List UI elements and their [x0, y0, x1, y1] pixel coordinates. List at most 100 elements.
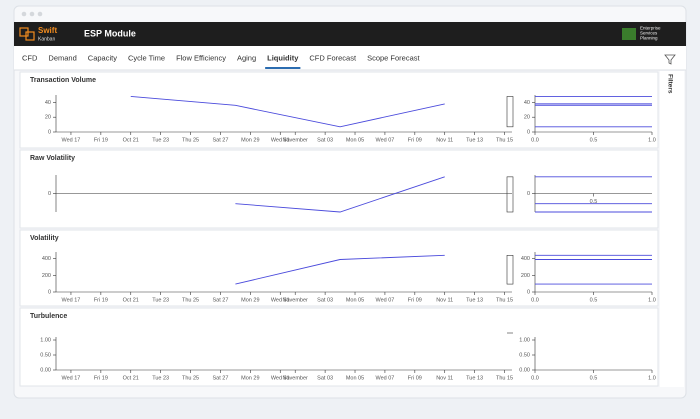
x-tick-label: Nov 11 [436, 297, 453, 303]
brand: Swift [38, 26, 57, 35]
y-tick-label: 0.50 [519, 352, 530, 358]
y-tick-label: 40 [524, 100, 530, 106]
box-plot [506, 96, 514, 128]
x-tick-label: Fri 09 [408, 137, 422, 143]
filter-icon[interactable] [664, 54, 676, 65]
y-tick-label: 200 [42, 273, 51, 279]
tab[interactable]: Scope Forecast [367, 53, 420, 62]
x-tick-label: Sat 27 [213, 297, 229, 303]
x-tick-label: November [283, 297, 309, 303]
module-title: ESP Module [84, 28, 136, 38]
tab[interactable]: CFD [22, 53, 38, 62]
x-tick-label: November [283, 375, 309, 381]
x-tick-label: Tue 23 [152, 297, 169, 303]
y-tick-label: 400 [42, 256, 51, 262]
x-tick-label: Sat 03 [317, 297, 333, 303]
x-tick-label: Thu 15 [496, 375, 513, 381]
y-tick-label: 1.00 [519, 337, 530, 343]
tab[interactable]: CFD Forecast [309, 53, 357, 62]
tab[interactable]: Demand [48, 53, 76, 62]
x-tick-label: Wed 17 [62, 297, 81, 303]
x-tick-label: Fri 09 [408, 297, 422, 303]
x-tick-label: Mon 05 [346, 137, 364, 143]
y-tick-label: 0 [527, 129, 530, 135]
esp-logo-icon [622, 28, 636, 40]
box-plot [506, 176, 514, 213]
x-tick-label: Mon 29 [241, 375, 259, 381]
x-tick-label: Sat 03 [317, 137, 333, 143]
x-tick-label: Thu 15 [496, 137, 513, 143]
esp-logo-line: Enterprise [640, 26, 661, 31]
y-tick-label: 200 [521, 273, 530, 279]
x-tick-label: Thu 25 [182, 137, 199, 143]
y-tick-label: 0 [527, 289, 530, 295]
x-tick-label: Wed 17 [62, 137, 81, 143]
x-tick-label: Tue 23 [152, 375, 169, 381]
x-tick-label: Oct 21 [123, 375, 139, 381]
esp-logo-line: Services [640, 31, 658, 36]
x-tick-label: Tue 13 [466, 375, 483, 381]
x-tick-label: Wed 31 [271, 375, 290, 381]
y-tick-label: 0 [48, 129, 51, 135]
x-tick-label: Mon 29 [241, 137, 259, 143]
x-tick-label: Nov 11 [436, 137, 453, 143]
x-tick-label: Thu 25 [182, 297, 199, 303]
tab[interactable]: Liquidity [267, 53, 299, 62]
window-dot [21, 11, 27, 17]
dist-x-tick-label: 0.0 [531, 297, 539, 303]
y-tick-label: 0 [527, 191, 530, 197]
x-tick-label: Wed 07 [375, 137, 394, 143]
x-tick-label: Wed 31 [271, 297, 290, 303]
tab[interactable]: Flow Efficiency [176, 53, 226, 62]
x-tick-label: Tue 13 [466, 137, 483, 143]
tab[interactable]: Capacity [88, 53, 117, 62]
x-tick-label: Wed 17 [62, 375, 81, 381]
logo-icon [25, 31, 35, 41]
x-tick-label: Thu 25 [182, 375, 199, 381]
x-tick-label: Fri 09 [408, 375, 422, 381]
app-header [14, 22, 686, 46]
brand-sub: Kanban [38, 36, 55, 42]
y-tick-label: 0.50 [40, 352, 51, 358]
panel-title: Volatility [30, 235, 59, 242]
panel [19, 149, 659, 229]
dist-x-tick-label: 1.0 [648, 297, 656, 303]
y-tick-label: 40 [45, 100, 51, 106]
y-tick-label: 20 [45, 115, 51, 121]
dist-x-tick-label: 1.0 [648, 137, 656, 143]
active-tab-underline [265, 67, 301, 69]
dist-x-tick-label: 1.0 [648, 375, 656, 381]
panel [19, 71, 659, 149]
dist-x-tick-label: 0.5 [590, 199, 598, 205]
x-tick-label: Wed 07 [375, 375, 394, 381]
dist-x-tick-label: 0.0 [531, 137, 539, 143]
sidebar-label[interactable]: Filters [666, 74, 673, 94]
x-tick-label: Tue 13 [466, 297, 483, 303]
box-plot [506, 255, 514, 285]
x-tick-label: Mon 29 [241, 297, 259, 303]
tab[interactable]: Aging [237, 53, 256, 62]
x-tick-label: Tue 23 [152, 137, 169, 143]
panel-title: Transaction Volume [30, 77, 96, 84]
window-dot [37, 11, 43, 17]
filter-sidebar [660, 71, 684, 387]
x-tick-label: Fri 19 [94, 375, 108, 381]
esp-logo-line: Planning [640, 36, 658, 41]
dist-x-tick-label: 0.0 [531, 375, 539, 381]
y-tick-label: 0.00 [519, 367, 530, 373]
tab-bar [14, 46, 686, 70]
x-tick-label: Wed 07 [375, 297, 394, 303]
series-line [235, 254, 445, 285]
tab[interactable]: Cycle Time [128, 53, 165, 62]
dist-x-tick-label: 0.5 [590, 137, 598, 143]
x-tick-label: November [283, 137, 309, 143]
y-tick-label: 1.00 [40, 337, 51, 343]
x-tick-label: Mon 05 [346, 297, 364, 303]
dist-x-tick-label: 0.5 [590, 297, 598, 303]
panel-title: Turbulence [30, 313, 67, 320]
series-line [235, 176, 445, 213]
x-tick-label: Fri 19 [94, 297, 108, 303]
y-tick-label: 20 [524, 115, 530, 121]
